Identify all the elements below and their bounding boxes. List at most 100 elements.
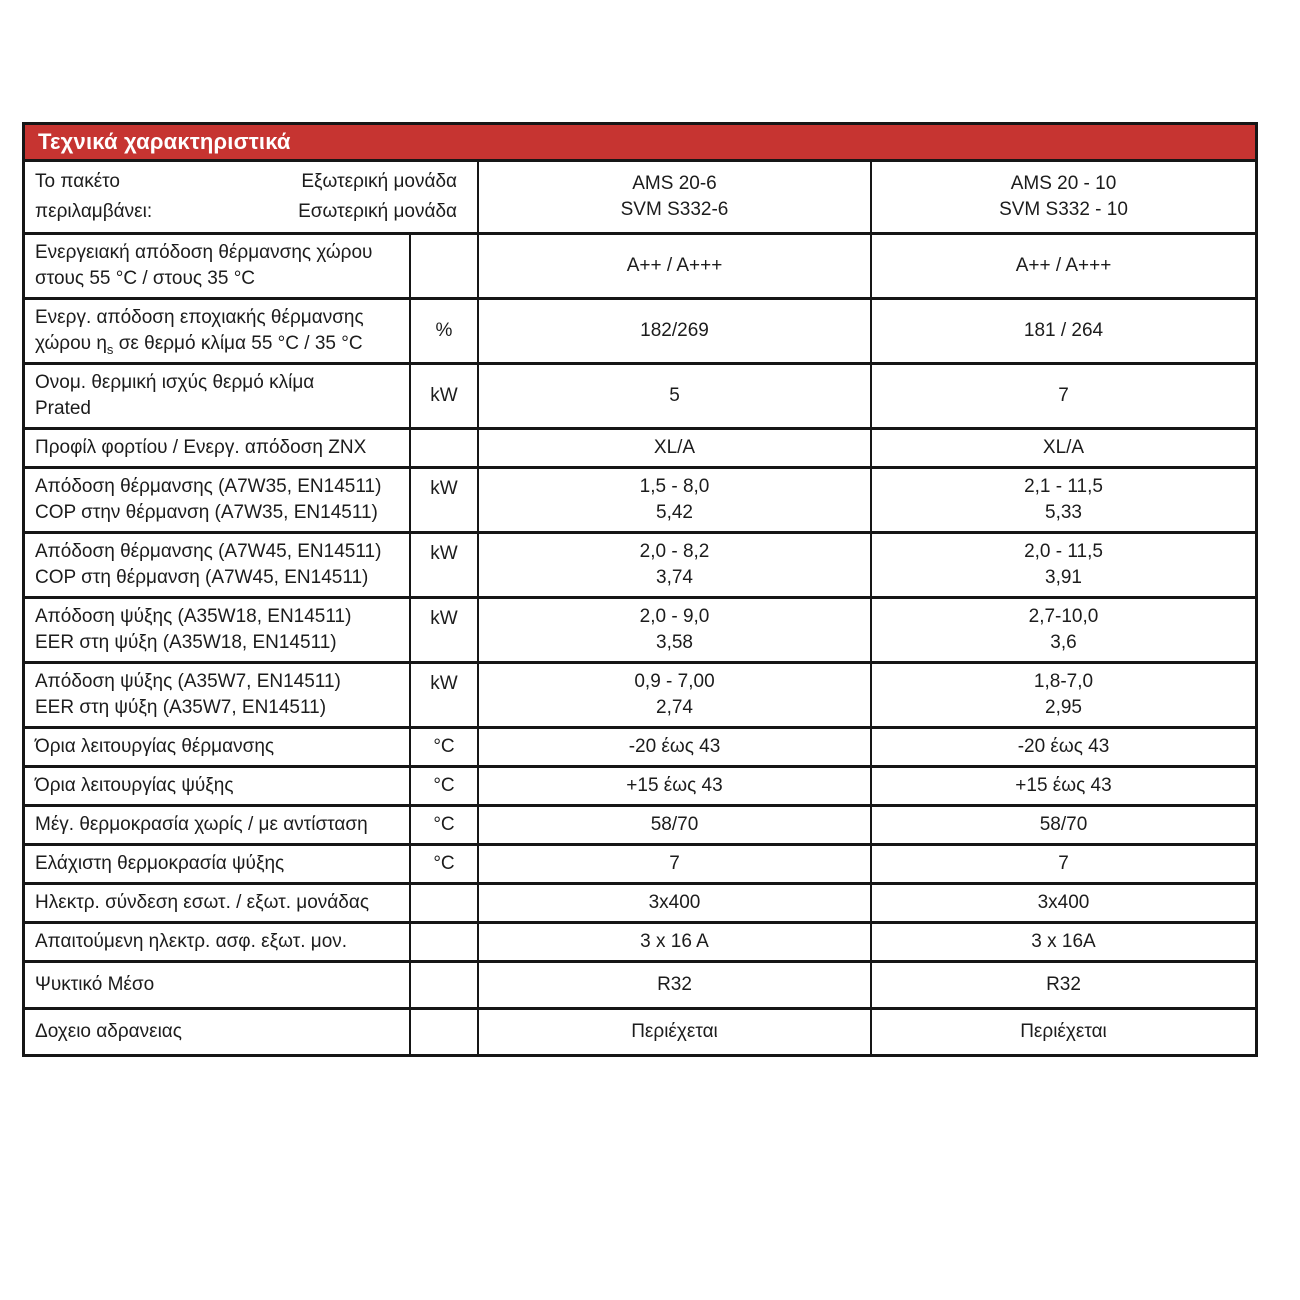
row-unit-cell [409, 1010, 477, 1054]
spec-row: Ελάχιστη θερμοκρασία ψύξης °C 7 7 [25, 843, 1255, 882]
unit-label: kW [430, 543, 458, 564]
row-value-line: 2,95 [1045, 697, 1082, 718]
row-label-cell: Απόδοση θέρμανσης (A7W45, EN14511) COP στ… [25, 534, 409, 596]
row-label-line: Ηλεκτρ. σύνδεση εσωτ. / εξωτ. μονάδας [35, 892, 370, 913]
row-unit-cell: °C [409, 807, 477, 843]
row-value-line: 3x400 [648, 892, 701, 913]
row-label-line: στους 55 °C / στους 35 °C [35, 268, 256, 289]
spec-row: Απόδοση ψύξης (A35W7, EN14511) EER στη ψύ… [25, 661, 1255, 726]
spec-row: Απαιτούμενη ηλεκτρ. ασφ. εξωτ. μον. 3 x … [25, 921, 1255, 960]
row-label-cell: Ψυκτικό Μέσο [25, 963, 409, 1007]
outdoor-unit-label: Εξωτερική μονάδα [301, 171, 457, 192]
row-unit-cell: °C [409, 768, 477, 804]
spec-row: Ηλεκτρ. σύνδεση εσωτ. / εξωτ. μονάδας 3x… [25, 882, 1255, 921]
row-label-line: Ενεργ. απόδοση εποχιακής θέρμανσης [35, 307, 364, 328]
row-value-line: 181 / 264 [1023, 320, 1104, 341]
outdoor-model-name: AMS 20 - 10 [1010, 173, 1117, 194]
table-title-bar: Τεχνικά χαρακτηριστικά [25, 125, 1255, 159]
row-value-cell-2: 181 / 264 [870, 300, 1255, 362]
row-value-line: 182/269 [640, 320, 709, 341]
row-unit-cell [409, 430, 477, 466]
row-label-cell: Ελάχιστη θερμοκρασία ψύξης [25, 846, 409, 882]
row-value-line: 0,9 - 7,00 [634, 671, 715, 692]
spec-row: Ονομ. θερμική ισχύς θερμό κλίμα Prated kW… [25, 362, 1255, 427]
row-value-line: R32 [657, 974, 692, 995]
row-label-cell: Μέγ. θερμοκρασία χωρίς / με αντίσταση [25, 807, 409, 843]
row-value-cell-1: 3x400 [477, 885, 870, 921]
row-unit-cell: kW [409, 534, 477, 596]
row-label-line: Απόδοση θέρμανσης (A7W35, EN14511) [35, 476, 382, 497]
row-value-cell-1: 5 [477, 365, 870, 427]
row-label-line: Απόδοση ψύξης (A35W18, EN14511) [35, 606, 352, 627]
row-label-line: EER στη ψύξη (A35W18, EN14511) [35, 632, 337, 653]
row-label-line: EER στη ψύξη (A35W7, EN14511) [35, 697, 327, 718]
table-title: Τεχνικά χαρακτηριστικά [38, 129, 291, 154]
unit-label: kW [430, 478, 458, 499]
row-value-line: XL/A [1042, 437, 1085, 458]
row-value-cell-2: 1,8-7,0 2,95 [870, 664, 1255, 726]
row-value-line: 3,6 [1050, 632, 1077, 653]
row-label-line: Δοχειο αδρανειας [35, 1021, 182, 1042]
row-value-cell-1: -20 έως 43 [477, 729, 870, 765]
row-value-line: 2,74 [656, 697, 693, 718]
outdoor-model-name: AMS 20-6 [632, 173, 717, 194]
row-label-cell: Ενεργ. απόδοση εποχιακής θέρμανσης χώρου … [25, 300, 409, 362]
row-value-cell-1: 2,0 - 9,0 3,58 [477, 599, 870, 661]
row-value-cell-1: 0,9 - 7,00 2,74 [477, 664, 870, 726]
row-label-line: Όρια λειτουργίας ψύξης [35, 775, 234, 796]
unit-label: °C [433, 775, 455, 796]
row-unit-cell: % [409, 300, 477, 362]
row-value-line: 2,0 - 9,0 [639, 606, 710, 627]
package-model-col1: AMS 20-6 SVM S332-6 [477, 162, 870, 232]
row-label-cell: Απόδοση ψύξης (A35W18, EN14511) EER στη ψ… [25, 599, 409, 661]
indoor-model-name: SVM S332 - 10 [999, 199, 1128, 220]
row-unit-cell: kW [409, 664, 477, 726]
spec-row: Απόδοση θέρμανσης (A7W45, EN14511) COP στ… [25, 531, 1255, 596]
row-value-line: 1,8-7,0 [1033, 671, 1094, 692]
row-label-line: Απόδοση θέρμανσης (A7W45, EN14511) [35, 541, 382, 562]
unit-label: °C [433, 814, 455, 835]
row-label-cell: Απόδοση θέρμανσης (A7W35, EN14511) COP στ… [25, 469, 409, 531]
row-value-cell-1: 3 x 16 A [477, 924, 870, 960]
row-value-line: 3,74 [656, 567, 693, 588]
spec-row: Όρια λειτουργίας θέρμανσης °C -20 έως 43… [25, 726, 1255, 765]
row-value-cell-2: 3x400 [870, 885, 1255, 921]
row-value-line: 1,5 - 8,0 [639, 476, 710, 497]
row-label-cell: Ονομ. θερμική ισχύς θερμό κλίμα Prated [25, 365, 409, 427]
row-value-line: A++ / A+++ [626, 255, 723, 276]
row-value-line: 7 [669, 853, 680, 874]
row-value-line: R32 [1046, 974, 1081, 995]
row-unit-cell [409, 924, 477, 960]
row-value-cell-2: Περιέχεται [870, 1010, 1255, 1054]
row-value-line: 2,1 - 11,5 [1024, 476, 1103, 497]
row-value-cell-1: A++ / A+++ [477, 235, 870, 297]
row-value-cell-2: R32 [870, 963, 1255, 1007]
row-value-line: 5 [669, 385, 680, 406]
row-label-line: Μέγ. θερμοκρασία χωρίς / με αντίσταση [35, 814, 368, 835]
row-value-line: 3 x 16 A [640, 931, 709, 952]
row-label-line: χώρου ηs σε θερμό κλίμα 55 °C / 35 °C [35, 333, 363, 357]
row-label-line: Απαιτούμενη ηλεκτρ. ασφ. εξωτ. μον. [35, 931, 348, 952]
row-value-line: 58/70 [650, 814, 699, 835]
row-value-cell-2: 58/70 [870, 807, 1255, 843]
package-row: Το πακέτο περιλαμβάνει: Εξωτερική μονάδα… [25, 159, 1255, 232]
row-value-line: 3x400 [1037, 892, 1090, 913]
unit-label: % [435, 320, 453, 341]
row-value-cell-2: 7 [870, 365, 1255, 427]
row-value-cell-2: 2,0 - 11,5 3,91 [870, 534, 1255, 596]
row-value-line: 3 x 16A [1031, 931, 1096, 952]
row-label-line: Prated [35, 398, 91, 419]
package-label-cell: Το πακέτο περιλαμβάνει: Εξωτερική μονάδα… [25, 162, 477, 232]
row-value-line: +15 έως 43 [1015, 775, 1112, 796]
row-value-line: -20 έως 43 [628, 736, 721, 757]
row-value-line: Περιέχεται [1020, 1021, 1107, 1042]
unit-label: kW [430, 608, 458, 629]
row-value-line: A++ / A+++ [1015, 255, 1112, 276]
package-label-line2: περιλαμβάνει: [35, 201, 153, 222]
row-value-cell-1: +15 έως 43 [477, 768, 870, 804]
row-label-cell: Ηλεκτρ. σύνδεση εσωτ. / εξωτ. μονάδας [25, 885, 409, 921]
row-value-line: Περιέχεται [631, 1021, 718, 1042]
row-unit-cell: kW [409, 469, 477, 531]
row-value-cell-2: -20 έως 43 [870, 729, 1255, 765]
